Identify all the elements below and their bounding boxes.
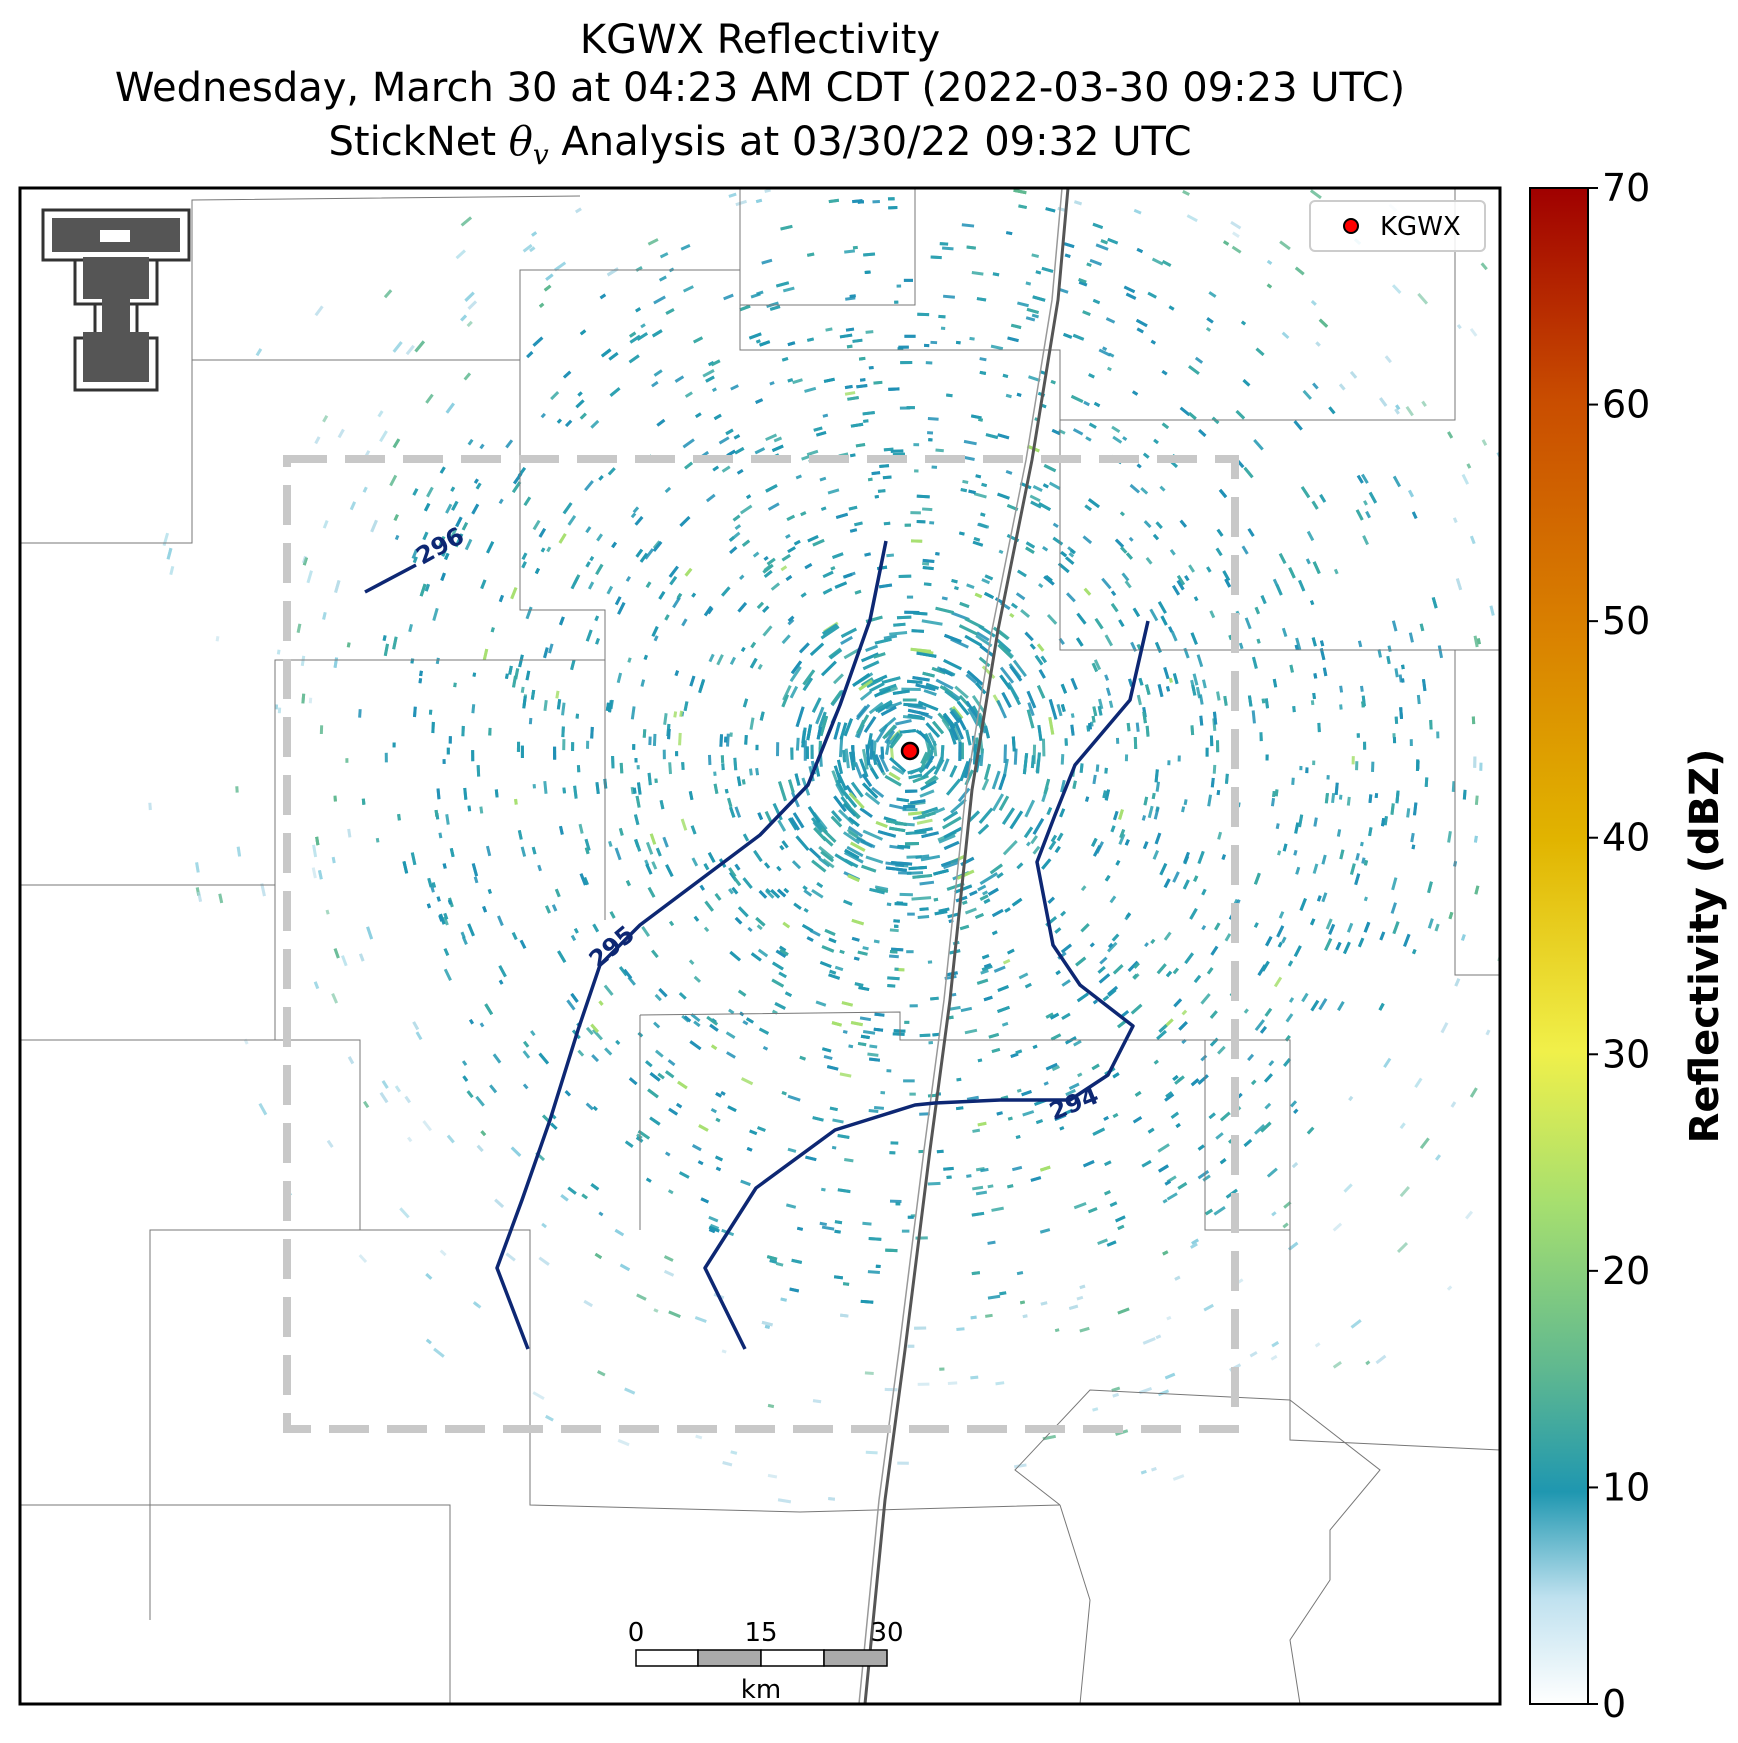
- contour-295: [495, 540, 888, 1350]
- scale-bar: 0 15 30 km: [628, 1618, 904, 1705]
- theta-v-contours: [364, 540, 1150, 1350]
- map-frame: [18, 186, 1502, 1706]
- contour-296: [364, 563, 417, 594]
- scale-tick-30: 30: [870, 1618, 903, 1648]
- title-analysis-suffix: Analysis at 03/30/22 09:32 UTC: [548, 119, 1192, 165]
- colorbar-tick-label: 40: [1602, 816, 1650, 860]
- colorbar-tick-label: 20: [1602, 1249, 1650, 1293]
- double-t-logo: [41, 208, 191, 392]
- scale-tick-15: 15: [744, 1618, 777, 1648]
- legend-label: KGWX: [1380, 212, 1461, 242]
- map-panel: 296 295 294 KGWX: [20, 188, 1500, 1705]
- colorbar-label: Reflectivity (dBZ): [1682, 749, 1728, 1144]
- contour-294: [703, 620, 1150, 1350]
- colorbar-tick-label: 30: [1602, 1032, 1650, 1076]
- title-analysis: StickNet θv Analysis at 03/30/22 09:32 U…: [0, 118, 1520, 179]
- colorbar-tick-label: 50: [1602, 599, 1650, 643]
- analysis-domain-box: [283, 455, 1239, 1433]
- legend: KGWX: [1309, 200, 1486, 252]
- colorbar-gradient: [1529, 187, 1589, 1705]
- theta-symbol: θv: [508, 119, 549, 171]
- radar-site-marker[interactable]: [900, 741, 920, 761]
- title-radar: KGWX Reflectivity: [579, 17, 941, 63]
- colorbar: 0 10 20 30 40 50 60 70 Reflectivity (dBZ): [1529, 166, 1728, 1726]
- colorbar-tick-label: 70: [1602, 166, 1650, 210]
- title-datetime: Wednesday, March 30 at 04:23 AM CDT (202…: [114, 65, 1406, 111]
- legend-marker: [1343, 218, 1359, 234]
- colorbar-tick-label: 60: [1602, 383, 1650, 427]
- scale-unit: km: [741, 1675, 781, 1705]
- colorbar-tick-label: 0: [1602, 1682, 1626, 1726]
- scale-tick-0: 0: [628, 1618, 645, 1648]
- county-boundaries: [20, 188, 1500, 1704]
- title-analysis-prefix: StickNet: [328, 119, 509, 165]
- colorbar-tick-label: 10: [1602, 1465, 1650, 1509]
